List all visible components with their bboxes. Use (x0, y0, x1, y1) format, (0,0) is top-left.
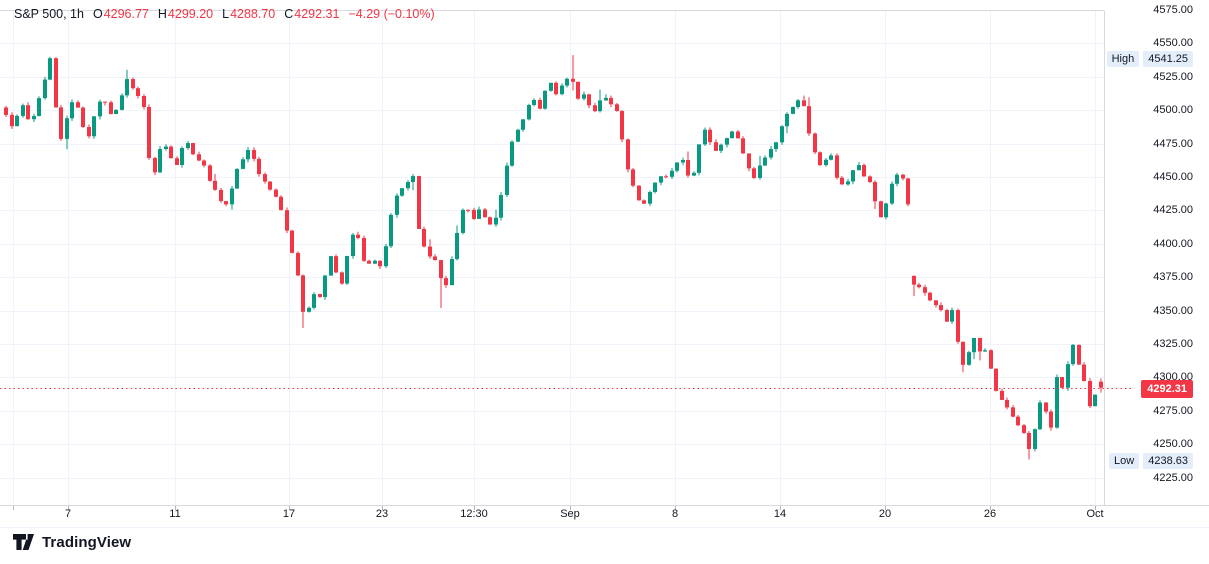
price-axis-label: 4575.00 (1153, 4, 1193, 16)
last-price-badge: 4292.31 (1141, 379, 1193, 398)
low-price-tag: Low 4238.63 (1109, 453, 1193, 470)
price-axis-label: 4525.00 (1153, 70, 1193, 83)
time-axis-label: 23 (375, 508, 389, 520)
time-axis-label: 26 (983, 508, 997, 520)
high-value: 4541.25 (1143, 51, 1193, 68)
symbol-title: S&P 500, 1h (14, 7, 84, 21)
price-axis-label: 4425.00 (1153, 204, 1193, 217)
time-axis-label: 11 (169, 508, 181, 520)
price-axis-label: 4550.00 (1153, 37, 1193, 50)
ohlc-close: C 4292.31 (284, 7, 340, 21)
time-axis-label: 14 (773, 508, 787, 520)
price-axis[interactable]: 4575.00 4550.00 4525.00 4500.00 4475.00 4450.… (1104, 0, 1209, 505)
price-axis-label: 4275.00 (1153, 404, 1193, 417)
time-axis-label: 8 (671, 508, 679, 520)
change-value: −4.29 (−0.10%) (348, 7, 435, 21)
time-axis-label: 20 (878, 508, 892, 520)
high-price-tag: High 4541.25 (1106, 51, 1193, 68)
price-axis-label: 4475.00 (1153, 137, 1193, 150)
time-axis-label: Oct (1086, 508, 1104, 520)
tradingview-logo-text: TradingView (42, 534, 132, 551)
low-value: 4238.63 (1143, 453, 1193, 470)
price-axis-label: 4250.00 (1153, 438, 1193, 451)
time-axis[interactable]: 7 11 17 23 12:30 Sep 8 14 20 26 Oct (0, 505, 1209, 527)
time-axis-label: 12:30 (460, 508, 488, 520)
price-axis-label: 4375.00 (1153, 271, 1193, 284)
ohlc-open: O 4296.77 (92, 7, 149, 21)
high-label: High (1106, 51, 1140, 68)
price-axis-label: 4500.00 (1153, 104, 1193, 117)
time-axis-label: Sep (560, 508, 580, 520)
time-axis-label: 17 (282, 508, 296, 520)
price-axis-label: 4225.00 (1153, 471, 1193, 484)
price-axis-label: 4400.00 (1153, 237, 1193, 250)
price-axis-label: 4325.00 (1153, 338, 1193, 350)
ohlc-low: L 4288.70 (222, 7, 276, 21)
price-axis-label: 4450.00 (1153, 171, 1193, 183)
time-axis-label: 7 (64, 508, 72, 520)
tradingview-logo[interactable]: TradingView (13, 534, 131, 551)
price-axis-label: 4350.00 (1153, 304, 1193, 317)
tradingview-logo-icon (13, 534, 34, 550)
symbol-legend: S&P 500, 1h O 4296.77 H 4299.20 L 4288.70 C… (14, 7, 435, 21)
low-label: Low (1109, 453, 1140, 470)
ohlc-high: H 4299.20 (157, 7, 214, 21)
